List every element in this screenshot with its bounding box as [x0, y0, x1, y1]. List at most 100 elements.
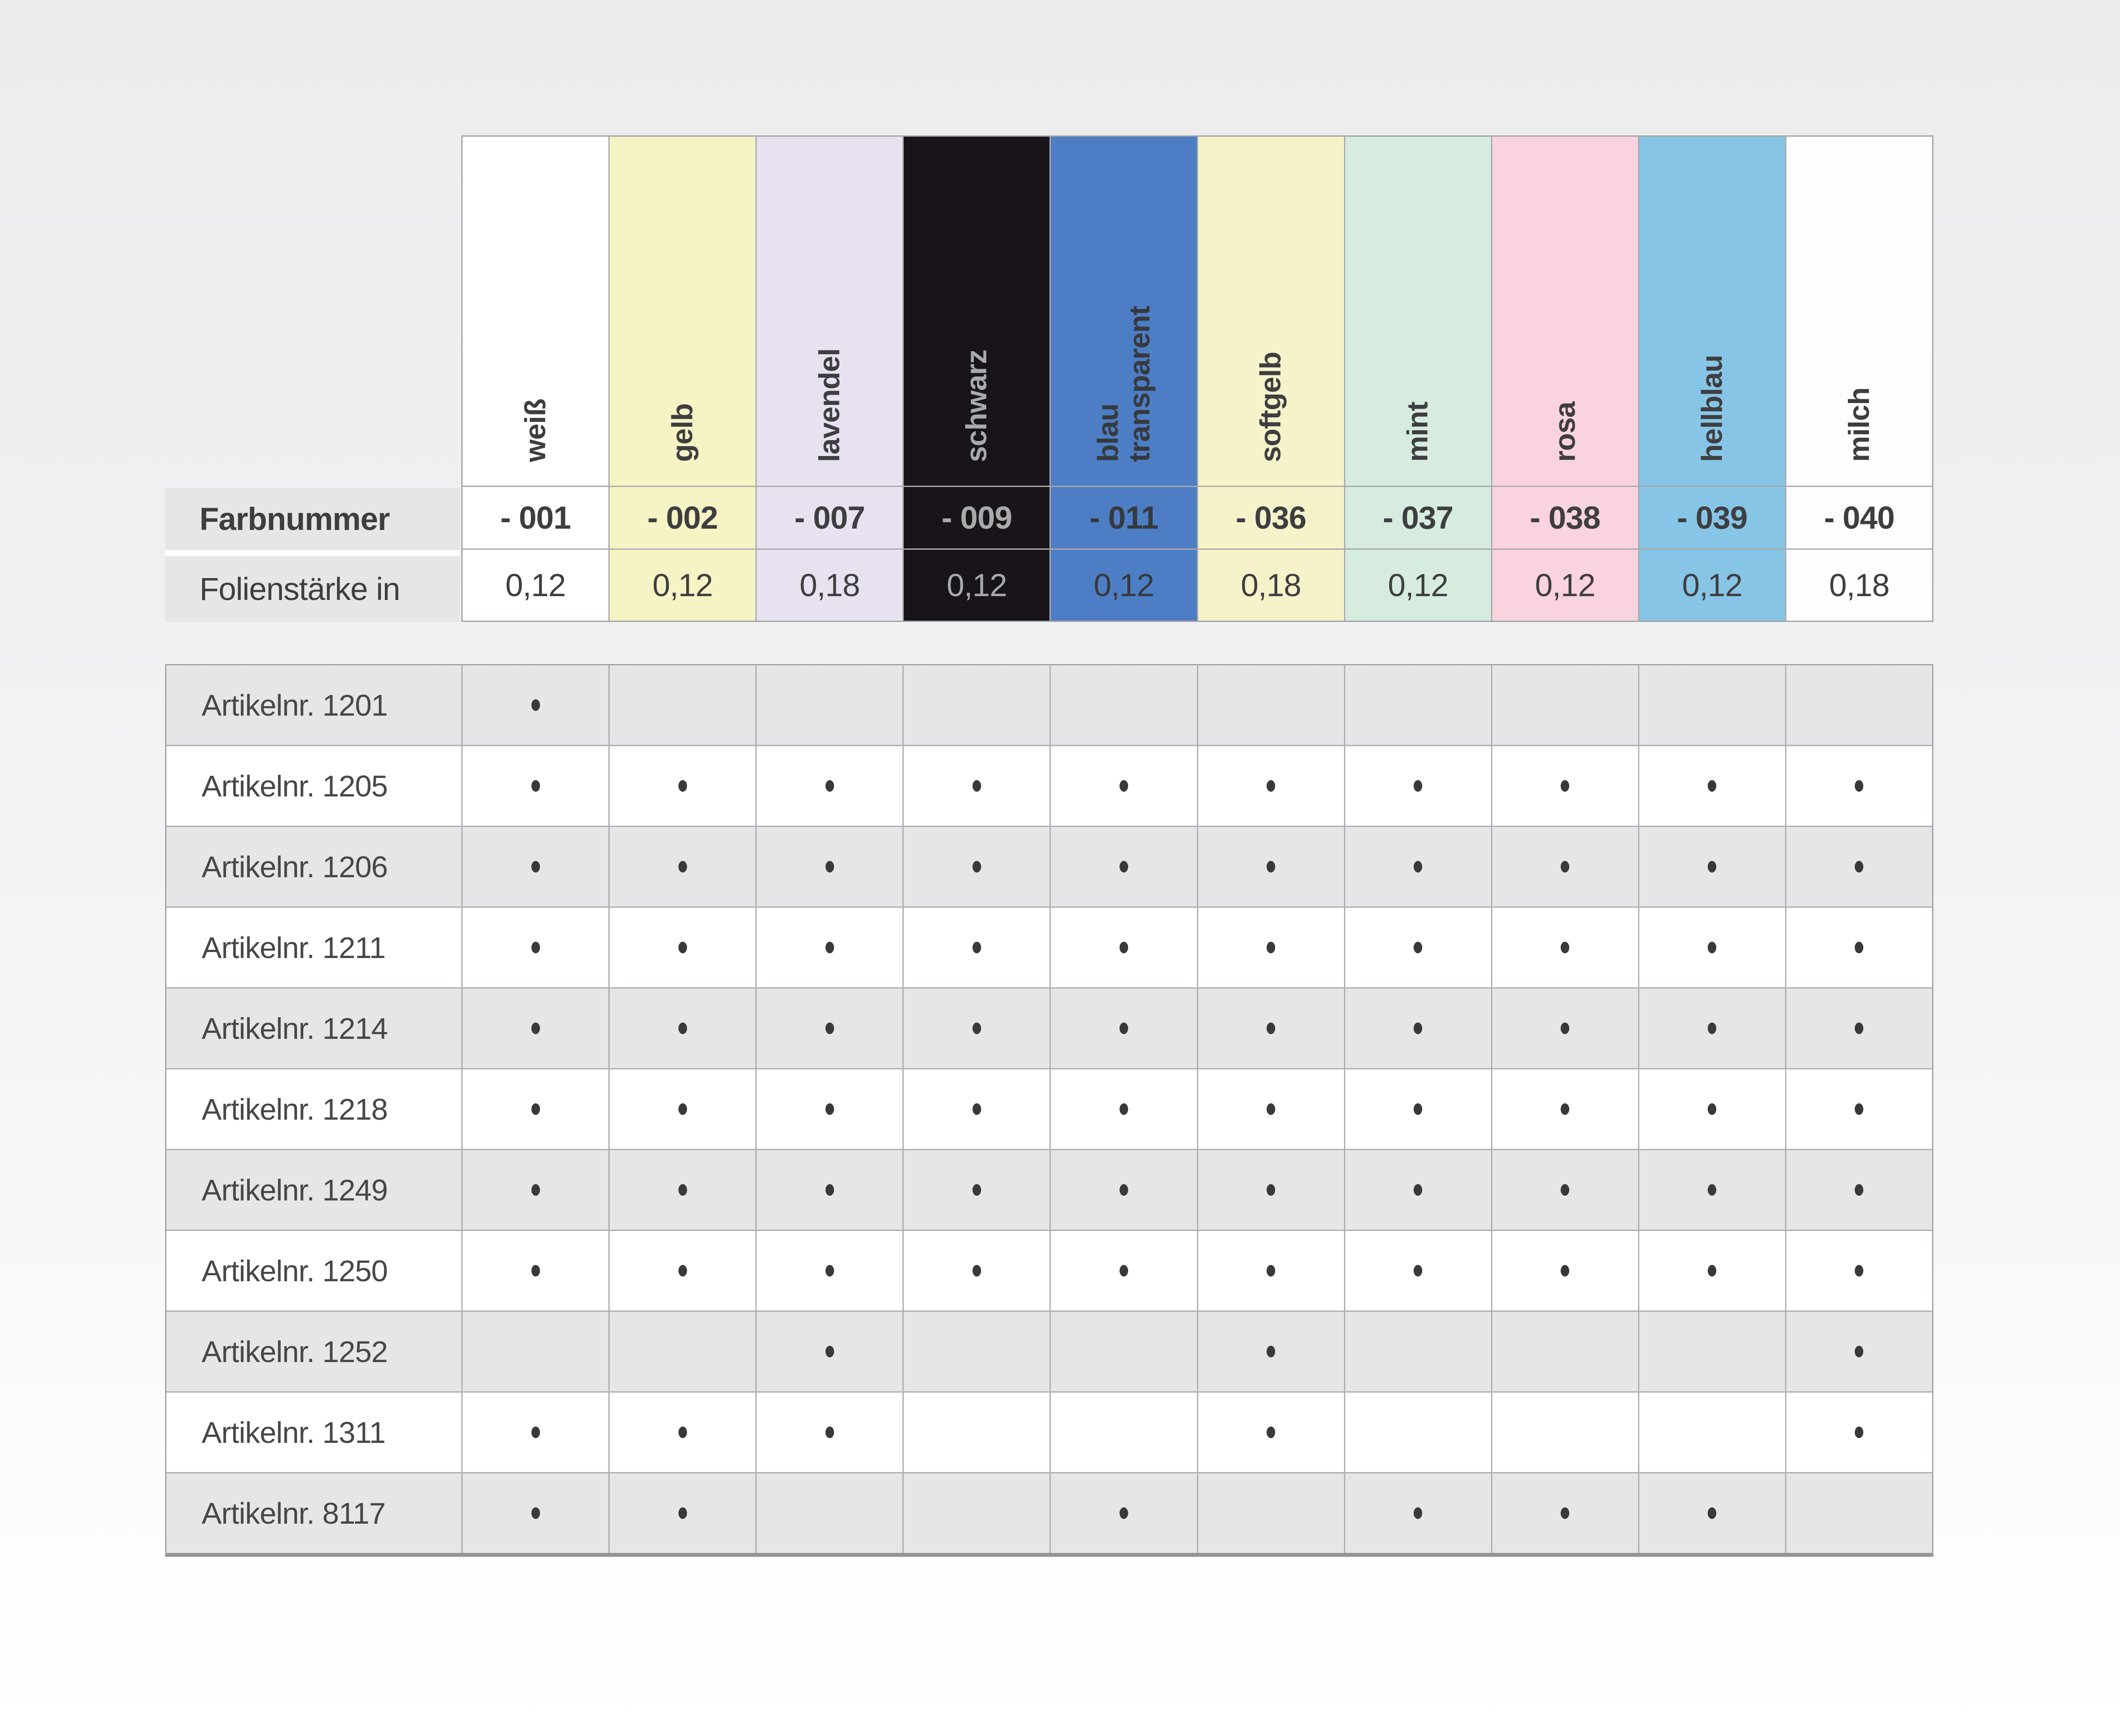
availability-cell-weiß [463, 1312, 609, 1391]
availability-dot [531, 1184, 540, 1196]
color-name-label: lavendel [813, 348, 846, 462]
availability-cell-milch [1786, 1150, 1932, 1230]
availability-cell-milch [1786, 746, 1932, 826]
availability-cell-blau-transparent [1051, 1231, 1197, 1310]
availability-dot [1119, 1265, 1128, 1277]
color-name-label: softgelb [1254, 352, 1287, 462]
availability-dot [1708, 780, 1717, 792]
availability-cell-milch [1786, 827, 1932, 906]
availability-dot [972, 780, 981, 792]
availability-dot [1855, 1103, 1864, 1115]
availability-dot [825, 1346, 834, 1357]
color-name-label: hellblau [1695, 355, 1728, 462]
availability-cell-softgelb [1198, 989, 1344, 1068]
availability-dot [825, 1103, 834, 1115]
availability-cell-weiß [463, 989, 609, 1068]
availability-cell-blau-transparent [1051, 1393, 1197, 1472]
availability-dot [1708, 1023, 1717, 1034]
availability-dot [1708, 1103, 1717, 1115]
availability-cell-weiß [463, 1150, 609, 1230]
availability-dot [972, 1265, 981, 1277]
availability-cell-blau-transparent [1051, 827, 1197, 906]
availability-cell-schwarz [904, 989, 1050, 1068]
availability-cell-schwarz [904, 827, 1050, 906]
availability-cell-rosa [1492, 665, 1638, 745]
article-label: Artikelnr. 8117 [166, 1473, 461, 1553]
availability-cell-softgelb [1198, 665, 1344, 745]
availability-cell-hellblau [1639, 908, 1785, 987]
color-swatch-gelb: gelb [610, 137, 756, 486]
color-swatch-hellblau: hellblau [1639, 137, 1785, 486]
article-label: Artikelnr. 1206 [166, 827, 461, 906]
availability-dot [1561, 1023, 1570, 1034]
availability-dot [825, 861, 834, 873]
availability-cell-mint [1345, 908, 1491, 987]
availability-cell-mint [1345, 1473, 1491, 1553]
availability-cell-lavendel [757, 1231, 903, 1310]
farbnummer-value: - 011 [1051, 487, 1197, 548]
availability-dot [1708, 942, 1717, 953]
availability-dot [531, 780, 540, 792]
color-name-label: weiß [518, 398, 552, 462]
availability-dot [1708, 1184, 1717, 1196]
color-name-label: schwarz [960, 349, 993, 462]
article-label: Artikelnr. 1201 [166, 665, 461, 745]
availability-cell-milch [1786, 989, 1932, 1068]
availability-dot [678, 1184, 687, 1196]
availability-dot [825, 1265, 834, 1277]
availability-cell-schwarz [904, 665, 1050, 745]
availability-cell-weiß [463, 665, 609, 745]
availability-dot [972, 942, 981, 953]
availability-cell-schwarz [904, 1473, 1050, 1553]
article-label: Artikelnr. 1249 [166, 1150, 461, 1230]
availability-cell-rosa [1492, 1312, 1638, 1391]
availability-cell-rosa [1492, 746, 1638, 826]
availability-cell-hellblau [1639, 1231, 1785, 1310]
farbnummer-value: - 038 [1492, 487, 1638, 548]
color-swatch-softgelb: softgelb [1198, 137, 1344, 486]
availability-dot [1414, 1103, 1423, 1115]
availability-dot [972, 1184, 981, 1196]
availability-cell-blau-transparent [1051, 908, 1197, 987]
availability-cell-hellblau [1639, 1150, 1785, 1230]
availability-dot [678, 780, 687, 792]
availability-cell-mint [1345, 1069, 1491, 1149]
availability-dot [531, 1103, 540, 1115]
availability-cell-blau-transparent [1051, 746, 1197, 826]
folienstaerke-value: 0,12 [1051, 550, 1197, 621]
availability-dot [1561, 1265, 1570, 1277]
folienstaerke-value: 0,12 [904, 550, 1050, 621]
article-label: Artikelnr. 1252 [166, 1312, 461, 1391]
availability-cell-milch [1786, 665, 1932, 745]
availability-dot [1855, 1265, 1864, 1277]
farbnummer-value: - 036 [1198, 487, 1344, 548]
availability-cell-schwarz [904, 1150, 1050, 1230]
availability-dot [825, 1184, 834, 1196]
availability-cell-softgelb [1198, 1312, 1344, 1391]
availability-cell-milch [1786, 1069, 1932, 1149]
availability-cell-gelb [610, 989, 756, 1068]
availability-cell-mint [1345, 1231, 1491, 1310]
availability-dot [1119, 1023, 1128, 1034]
article-label: Artikelnr. 1205 [166, 746, 461, 826]
availability-cell-rosa [1492, 1231, 1638, 1310]
availability-cell-lavendel [757, 1069, 903, 1149]
availability-cell-lavendel [757, 1473, 903, 1553]
availability-cell-softgelb [1198, 1069, 1344, 1149]
availability-cell-softgelb [1198, 908, 1344, 987]
availability-cell-schwarz [904, 1393, 1050, 1472]
availability-cell-schwarz [904, 1231, 1050, 1310]
farbnummer-value: - 009 [904, 487, 1050, 548]
availability-dot [1414, 1023, 1423, 1034]
availability-dot [531, 942, 540, 953]
availability-dot [1561, 861, 1570, 873]
availability-cell-blau-transparent [1051, 989, 1197, 1068]
availability-dot [1267, 1103, 1276, 1115]
availability-cell-gelb [610, 1312, 756, 1391]
availability-cell-milch [1786, 1393, 1932, 1472]
availability-cell-softgelb [1198, 1231, 1344, 1310]
availability-cell-lavendel [757, 665, 903, 745]
availability-dot [1119, 1507, 1128, 1519]
availability-dot [678, 942, 687, 953]
availability-cell-hellblau [1639, 1393, 1785, 1472]
